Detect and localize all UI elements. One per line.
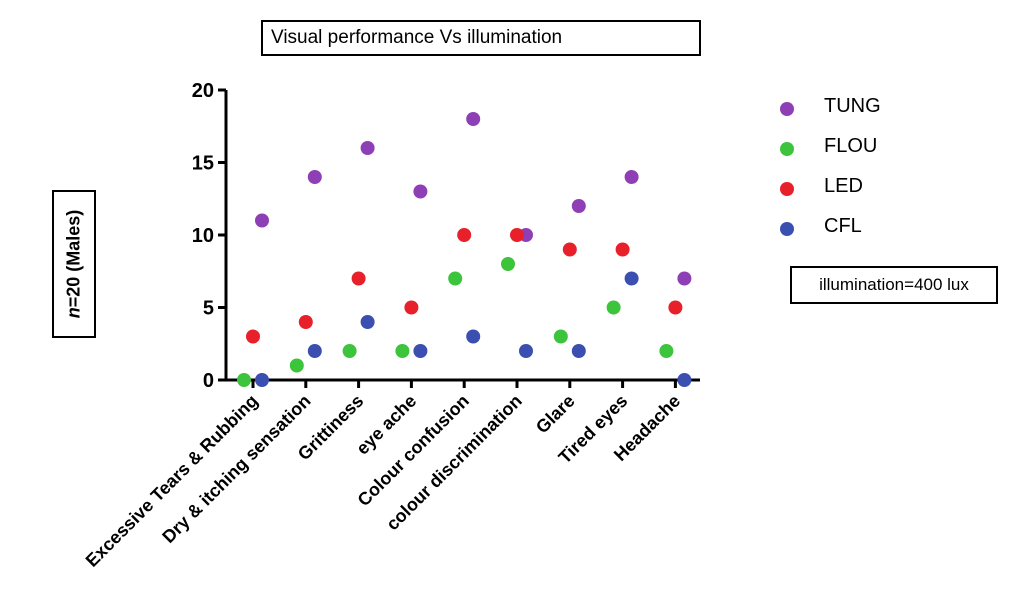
legend-label-cfl: CFL bbox=[824, 215, 862, 237]
data-point-led bbox=[510, 228, 524, 242]
y-axis-label-box: n=20 (Males) bbox=[52, 190, 96, 338]
data-point-cfl bbox=[677, 373, 692, 387]
data-point-cfl bbox=[255, 373, 269, 387]
legend-label-flou: FLOU bbox=[824, 135, 878, 157]
x-tick-label: Glare bbox=[532, 391, 579, 438]
data-point-led bbox=[404, 300, 419, 315]
data-point-flou bbox=[448, 271, 463, 286]
data-point-tung bbox=[624, 170, 639, 184]
data-point-flou bbox=[553, 329, 568, 344]
data-point-led bbox=[351, 271, 366, 286]
data-point-flou bbox=[501, 257, 515, 271]
data-point-led bbox=[246, 329, 260, 344]
data-point-flou bbox=[342, 344, 357, 358]
data-point-led bbox=[298, 315, 313, 329]
legend-label-led: LED bbox=[824, 175, 863, 197]
chart-title-text: Visual performance Vs illumination bbox=[271, 27, 563, 48]
data-point-cfl bbox=[624, 271, 639, 286]
y-axis-label: n=20 (Males) bbox=[63, 209, 84, 319]
legend-label-tung: TUNG bbox=[824, 95, 881, 117]
data-point-tung bbox=[571, 199, 586, 213]
data-point-cfl bbox=[519, 344, 533, 358]
data-point-flou bbox=[659, 344, 674, 358]
legend-marker-tung bbox=[780, 102, 794, 116]
data-point-flou bbox=[395, 344, 410, 358]
data-point-cfl bbox=[466, 329, 481, 344]
data-point-tung bbox=[360, 141, 375, 155]
data-point-tung bbox=[255, 213, 269, 228]
data-point-tung bbox=[466, 112, 481, 126]
illumination-annotation: illumination=400 lux bbox=[790, 266, 998, 304]
data-point-flou bbox=[289, 358, 304, 373]
data-point-flou bbox=[606, 300, 621, 315]
data-point-led bbox=[562, 242, 577, 257]
data-point-cfl bbox=[307, 344, 322, 358]
data-point-led bbox=[457, 228, 472, 242]
y-tick-label: 0 bbox=[203, 370, 214, 392]
data-point-tung bbox=[677, 271, 692, 286]
data-point-flou bbox=[237, 373, 251, 387]
legend-marker-flou bbox=[780, 142, 794, 156]
y-axis-label-suffix: =20 (Males) bbox=[63, 209, 84, 308]
y-tick-label: 20 bbox=[192, 80, 214, 102]
chart-title: Visual performance Vs illumination bbox=[261, 20, 701, 56]
data-point-tung bbox=[413, 184, 428, 199]
data-point-tung bbox=[307, 170, 322, 184]
data-point-cfl bbox=[571, 344, 586, 358]
legend-marker-led bbox=[780, 182, 794, 196]
data-point-cfl bbox=[413, 344, 428, 358]
data-point-led bbox=[668, 300, 683, 315]
data-point-cfl bbox=[360, 315, 375, 329]
y-tick-label: 10 bbox=[192, 225, 214, 247]
y-tick-label: 5 bbox=[203, 298, 214, 320]
y-tick-label: 15 bbox=[192, 153, 214, 175]
data-point-led bbox=[615, 242, 630, 257]
legend-marker-cfl bbox=[780, 222, 794, 236]
